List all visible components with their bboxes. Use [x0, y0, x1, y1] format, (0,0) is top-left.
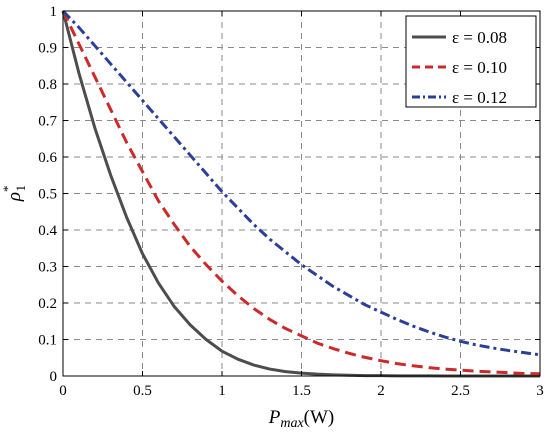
legend-box — [405, 15, 537, 108]
legend-label: ε = 0.12 — [452, 88, 507, 107]
y-tick-label: 0.1 — [38, 333, 57, 349]
series-line-3 — [61, 9, 541, 357]
legend-label: ε = 0.08 — [452, 28, 507, 47]
x-tick-label: 1 — [218, 383, 226, 399]
axis-ticks: 0 0.5 1 1.5 2 2.5 3 0 0.1 0.2 0.3 0.4 0.5 0.6 0.7 0.8 0.… — [38, 4, 544, 399]
y-tick-label: 0 — [50, 369, 58, 385]
x-axis-label: Pmax(W) — [268, 407, 335, 431]
y-tick-label: 1 — [50, 4, 58, 20]
y-tick-label: 0.9 — [38, 41, 57, 57]
legend-item: ε = 0.08 — [412, 28, 507, 47]
y-tick-label: 0.8 — [38, 77, 57, 93]
y-tick-label: 0.3 — [38, 260, 57, 276]
x-tick-label: 2.5 — [451, 383, 470, 399]
y-tick-label: 0.6 — [38, 150, 57, 166]
legend-item: ε = 0.10 — [412, 58, 507, 77]
x-tick-label: 1.5 — [292, 383, 311, 399]
legend-item: ε = 0.12 — [412, 88, 507, 107]
x-tick-label: 3 — [536, 383, 544, 399]
x-tick-label: 0 — [59, 383, 67, 399]
y-tick-label: 0.5 — [38, 187, 57, 203]
y-tick-label: 0.7 — [38, 114, 57, 130]
legend: ε = 0.08 ε = 0.10 ε = 0.12 — [405, 15, 537, 108]
y-tick-label: 0.2 — [38, 296, 57, 312]
x-tick-label: 2 — [377, 383, 385, 399]
x-tick-label: 0.5 — [133, 383, 152, 399]
legend-label: ε = 0.10 — [452, 58, 507, 77]
y-axis-label: ρ*1 — [0, 185, 28, 202]
y-tick-label: 0.4 — [38, 223, 57, 239]
series-line-2 — [61, 10, 541, 376]
